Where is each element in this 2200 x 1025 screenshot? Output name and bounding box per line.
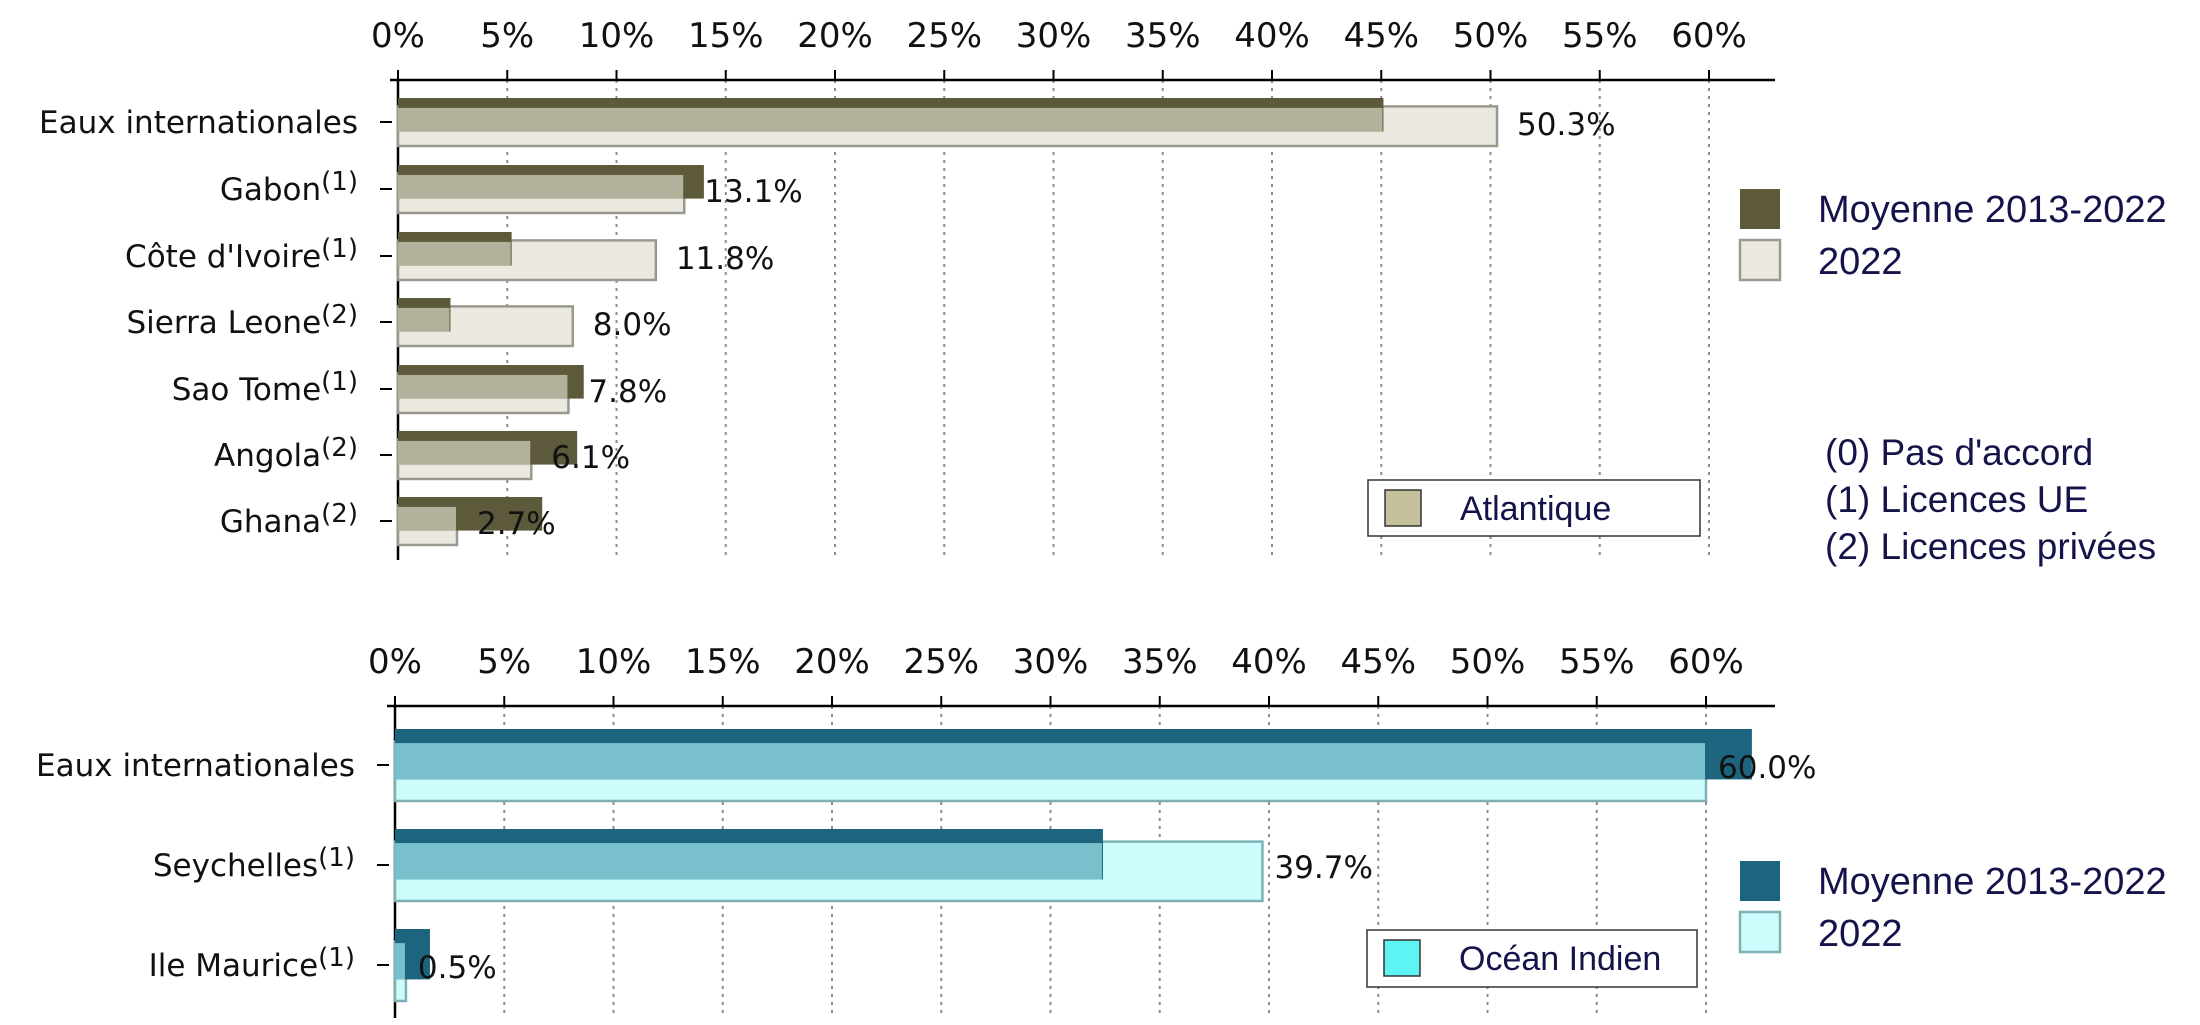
category-label: Angola(2) bbox=[214, 433, 358, 474]
value-label: 39.7% bbox=[1274, 850, 1372, 886]
region-legend-box bbox=[1367, 479, 1701, 537]
bar-overlap bbox=[398, 107, 1383, 132]
region-swatch bbox=[1384, 489, 1422, 527]
x-tick-label: 30% bbox=[1013, 642, 1089, 682]
bar-overlap bbox=[395, 943, 405, 980]
x-tick-label: 40% bbox=[1231, 642, 1307, 682]
x-tick-label: 30% bbox=[1016, 16, 1092, 56]
category-label: Ile Maurice(1) bbox=[149, 943, 355, 984]
category-label: Eaux internationales bbox=[36, 748, 355, 784]
value-label: 2.7% bbox=[477, 506, 556, 542]
region-swatch bbox=[1383, 939, 1421, 977]
x-tick-label: 60% bbox=[1671, 16, 1747, 56]
category-label: Gabon(1) bbox=[220, 167, 358, 208]
region-legend-box bbox=[1366, 929, 1698, 988]
note-line-2: (2) Licences privées bbox=[1825, 526, 2156, 567]
atlantique-panel: 0% 5% 10% 15% 20% 25% 30% 35% 40% 45% 50% 55% 60% Eau… bbox=[39, 16, 2167, 560]
x-tick-label: 35% bbox=[1125, 16, 1201, 56]
category-label: Seychelles(1) bbox=[153, 843, 355, 884]
category-label: Sierra Leone(2) bbox=[127, 300, 359, 341]
legend-label-2022: 2022 bbox=[1818, 913, 1903, 955]
value-label: 11.8% bbox=[676, 241, 774, 277]
value-label: 50.3% bbox=[1517, 107, 1615, 143]
x-tick-label: 15% bbox=[685, 642, 761, 682]
bar-overlap bbox=[395, 843, 1102, 880]
x-tick-label: 0% bbox=[371, 16, 425, 56]
category-label: Sao Tome(1) bbox=[172, 367, 358, 408]
category-label: Eaux internationales bbox=[39, 105, 358, 141]
ocean-indien-panel: 0% 5% 10% 15% 20% 25% 30% 35% 40% 45% 50% 55% 60% Eau… bbox=[36, 642, 2167, 1018]
x-tick-label: 35% bbox=[1122, 642, 1198, 682]
x-tick-label: 5% bbox=[480, 16, 534, 56]
x-tick-label: 55% bbox=[1562, 16, 1638, 56]
x-tick-label: 10% bbox=[576, 642, 652, 682]
x-tick-label: 20% bbox=[797, 16, 873, 56]
note-line-0: (0) Pas d'accord bbox=[1825, 432, 2093, 473]
legend-swatch-moyenne bbox=[1740, 861, 1780, 901]
value-label: 0.5% bbox=[418, 950, 497, 986]
category-label: Côte d'Ivoire(1) bbox=[125, 234, 358, 275]
x-tick-label: 20% bbox=[794, 642, 870, 682]
x-tick-label: 15% bbox=[688, 16, 764, 56]
bar-overlap bbox=[395, 743, 1705, 780]
region-label: Océan Indien bbox=[1459, 940, 1661, 978]
notes-legend: (0) Pas d'accord (1) Licences UE (2) Lic… bbox=[1825, 432, 2156, 567]
x-tick-label: 0% bbox=[368, 642, 422, 682]
bar-overlap bbox=[398, 241, 511, 266]
legend-label-moyenne: Moyenne 2013-2022 bbox=[1818, 861, 2167, 903]
x-tick-label: 10% bbox=[579, 16, 655, 56]
x-tick-label: 40% bbox=[1234, 16, 1310, 56]
legend-swatch-2022 bbox=[1738, 238, 1782, 282]
bar-overlap bbox=[398, 374, 568, 399]
x-tick-label: 25% bbox=[906, 16, 982, 56]
bar-overlap bbox=[398, 174, 684, 199]
value-label: 6.1% bbox=[551, 440, 630, 476]
x-tick-label: 60% bbox=[1668, 642, 1744, 682]
x-tick-label: 50% bbox=[1453, 16, 1529, 56]
value-label: 60.0% bbox=[1718, 750, 1816, 786]
value-label: 7.8% bbox=[588, 374, 667, 410]
note-line-1: (1) Licences UE bbox=[1825, 479, 2088, 520]
bar-overlap bbox=[398, 506, 456, 531]
x-tick-label: 50% bbox=[1450, 642, 1526, 682]
category-label: Ghana(2) bbox=[220, 499, 358, 540]
region-label: Atlantique bbox=[1460, 490, 1611, 528]
legend-swatch-moyenne bbox=[1740, 189, 1780, 229]
x-tick-label: 45% bbox=[1343, 16, 1419, 56]
x-tick-label: 25% bbox=[903, 642, 979, 682]
x-tick-label: 45% bbox=[1340, 642, 1416, 682]
legend-label-moyenne: Moyenne 2013-2022 bbox=[1818, 189, 2167, 231]
value-label: 8.0% bbox=[593, 307, 672, 343]
bar-overlap bbox=[398, 440, 531, 465]
legend-label-2022: 2022 bbox=[1818, 241, 1903, 283]
value-label: 13.1% bbox=[704, 174, 802, 210]
x-tick-label: 55% bbox=[1559, 642, 1635, 682]
legend-swatch-2022 bbox=[1738, 910, 1782, 954]
x-tick-label: 5% bbox=[477, 642, 531, 682]
bar-overlap bbox=[398, 307, 450, 332]
